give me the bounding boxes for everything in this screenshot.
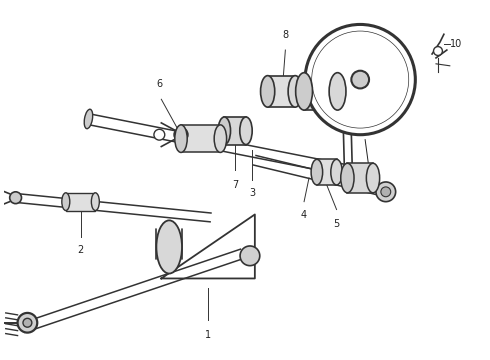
Ellipse shape (91, 193, 99, 211)
Text: 9: 9 (367, 171, 373, 181)
Ellipse shape (351, 71, 369, 89)
Text: 4: 4 (301, 210, 307, 220)
Text: 8: 8 (282, 30, 289, 40)
FancyBboxPatch shape (224, 117, 246, 145)
Circle shape (381, 187, 391, 197)
Circle shape (240, 246, 260, 266)
FancyBboxPatch shape (317, 159, 337, 185)
Ellipse shape (338, 59, 371, 100)
Circle shape (174, 128, 188, 141)
Circle shape (10, 192, 22, 204)
Text: 7: 7 (232, 180, 238, 190)
FancyBboxPatch shape (268, 76, 295, 107)
Circle shape (312, 31, 409, 128)
FancyBboxPatch shape (304, 73, 338, 110)
Text: 2: 2 (77, 245, 84, 255)
Ellipse shape (367, 163, 380, 193)
Text: 10: 10 (450, 39, 462, 49)
Ellipse shape (261, 76, 275, 107)
Ellipse shape (156, 220, 182, 274)
Ellipse shape (311, 159, 322, 185)
Ellipse shape (341, 163, 354, 193)
Ellipse shape (218, 117, 230, 145)
Ellipse shape (84, 109, 93, 129)
Circle shape (376, 182, 395, 202)
Ellipse shape (329, 73, 346, 110)
Text: 5: 5 (333, 219, 340, 229)
FancyBboxPatch shape (66, 193, 96, 211)
Circle shape (154, 129, 165, 140)
Text: 1: 1 (204, 330, 211, 339)
Circle shape (434, 46, 442, 55)
Circle shape (305, 24, 416, 135)
Circle shape (18, 313, 37, 333)
Ellipse shape (288, 76, 302, 107)
Ellipse shape (62, 193, 70, 211)
Ellipse shape (295, 73, 313, 110)
Circle shape (23, 318, 32, 327)
Text: 3: 3 (249, 188, 255, 198)
Ellipse shape (240, 117, 252, 145)
FancyBboxPatch shape (181, 125, 220, 152)
Ellipse shape (175, 125, 187, 152)
FancyBboxPatch shape (347, 163, 373, 193)
Ellipse shape (331, 159, 343, 185)
Text: 6: 6 (156, 80, 162, 89)
Ellipse shape (214, 125, 226, 152)
